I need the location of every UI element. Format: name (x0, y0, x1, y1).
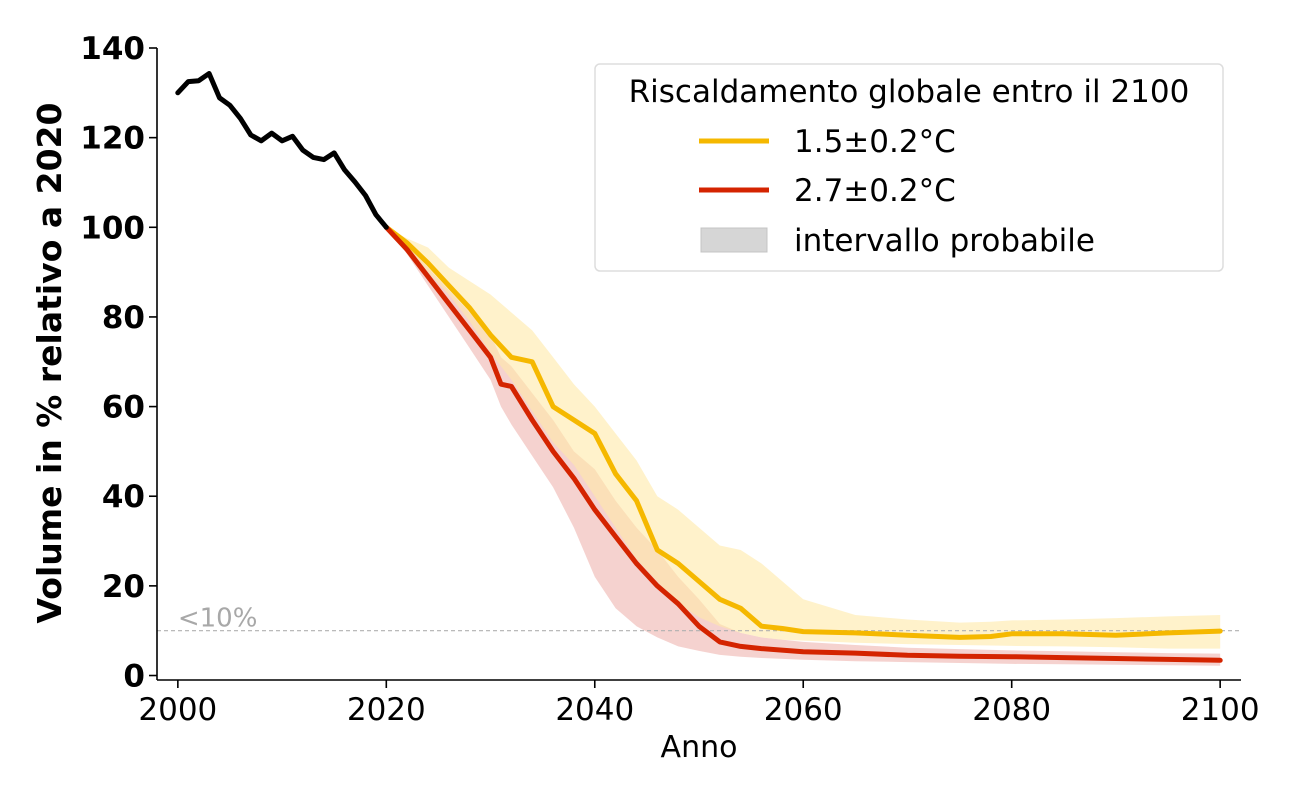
y-axis-label: Volume in % relativo a 2020 (30, 103, 69, 624)
y-tick-label: 20 (102, 569, 145, 605)
series-line-1-5-0-2-c (383, 224, 1223, 640)
x-tick-label: 2100 (1181, 692, 1260, 728)
legend: Riscaldamento globale entro il 2100 1.5±… (594, 63, 1224, 272)
y-tick-label: 80 (102, 300, 145, 336)
range-band-2-7-0-2-c (386, 227, 1221, 666)
y-tick-label: 120 (80, 121, 145, 157)
y-tick-label: 100 (80, 210, 145, 246)
x-axis-ticks: 2000 2020 2040 2060 2080 2100 (138, 680, 1260, 728)
x-tick-label: 2080 (972, 692, 1051, 728)
legend-label-likely-range: intervallo probabile (794, 223, 1095, 259)
legend-label-2-7c: 2.7±0.2°C (794, 173, 956, 209)
historical-line (175, 71, 389, 230)
y-tick-label: 0 (123, 659, 145, 695)
series-line-2-7-0-2-c (383, 224, 1223, 663)
y-tick-label: 140 (80, 31, 145, 67)
x-tick-label: 2040 (555, 692, 634, 728)
y-tick-label: 60 (102, 390, 145, 426)
uncertainty-bands (386, 227, 1221, 666)
x-tick-label: 2060 (764, 692, 843, 728)
legend-label-1-5c: 1.5±0.2°C (794, 124, 956, 160)
x-tick-label: 2000 (138, 692, 217, 728)
y-axis-ticks: 0 20 40 60 80 100 120 140 (80, 31, 157, 695)
range-band-1-5-0-2-c (386, 227, 1221, 649)
y-tick-label: 40 (102, 479, 145, 515)
threshold-label: <10% (178, 604, 258, 634)
legend-frame (594, 63, 1224, 272)
legend-title: Riscaldamento globale entro il 2100 (629, 74, 1190, 110)
x-tick-label: 2020 (347, 692, 426, 728)
series-lines (175, 71, 1223, 663)
x-axis-label: Anno (661, 730, 738, 765)
legend-swatch-likely-range (700, 227, 768, 253)
